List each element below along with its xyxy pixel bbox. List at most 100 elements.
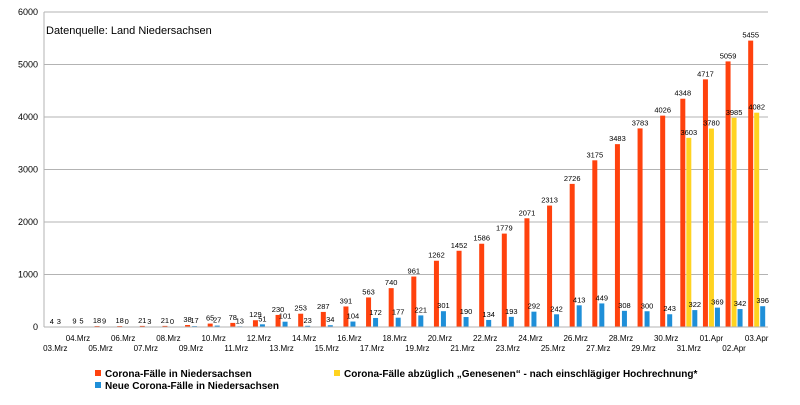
data-label-active: 4082	[748, 103, 765, 112]
x-tick-label: 28.Mrz	[609, 334, 633, 343]
x-tick-label: 13.Mrz	[269, 344, 293, 353]
bar-cases	[298, 314, 303, 327]
data-label-new: 9	[102, 317, 106, 326]
bar-new	[486, 320, 491, 327]
data-label-new: 190	[460, 307, 473, 316]
x-tick-label: 24.Mrz	[518, 334, 542, 343]
bar-new	[418, 315, 423, 327]
data-label-new: 242	[550, 304, 563, 313]
data-label-new: 221	[415, 305, 428, 314]
data-label-cases: 287	[317, 302, 330, 311]
bar-new	[692, 310, 697, 327]
bar-new	[599, 303, 604, 327]
x-tick-label: 04.Mrz	[66, 334, 90, 343]
bar-new	[283, 322, 288, 327]
data-label-cases: 4026	[654, 106, 671, 115]
x-tick-label: 19.Mrz	[405, 344, 429, 353]
bar-new	[531, 312, 536, 327]
bar-cases	[570, 184, 575, 327]
x-tick-label: 07.Mrz	[134, 344, 158, 353]
x-tick-label: 03.Mrz	[43, 344, 67, 353]
x-tick-label: 08.Mrz	[156, 334, 180, 343]
y-tick-label: 6000	[18, 7, 38, 17]
legend-swatch-new	[95, 382, 101, 388]
data-label-new: 23	[304, 316, 312, 325]
bar-cases	[748, 41, 753, 327]
source-note: Datenquelle: Land Niedersachsen	[46, 25, 212, 37]
bar-new	[667, 314, 672, 327]
bar-new	[350, 322, 355, 327]
data-label-new: 177	[392, 308, 405, 317]
y-tick-label: 0	[33, 322, 38, 332]
data-label-new: 104	[347, 312, 360, 321]
y-tick-label: 5000	[18, 60, 38, 70]
bar-new	[760, 306, 765, 327]
bar-cases	[321, 312, 326, 327]
data-label-new: 301	[437, 301, 450, 310]
data-label-new: 3	[57, 317, 61, 326]
bar-new	[738, 309, 743, 327]
bar-active	[754, 113, 759, 327]
data-label-cases: 1586	[473, 234, 490, 243]
x-tick-label: 11.Mrz	[224, 344, 248, 353]
data-label-cases: 21	[161, 316, 169, 325]
data-label-new: 17	[190, 316, 198, 325]
bar-new	[554, 314, 559, 327]
data-label-cases: 21	[138, 316, 146, 325]
data-label-active: 3603	[680, 128, 697, 137]
data-label-new: 51	[258, 314, 266, 323]
data-label-cases: 4	[50, 317, 54, 326]
data-label-new: 27	[213, 316, 221, 325]
data-label-active: 3780	[703, 119, 720, 128]
data-label-cases: 3783	[632, 118, 649, 127]
data-label-new: 243	[663, 304, 676, 313]
data-label-new: 413	[573, 295, 586, 304]
bar-new	[622, 311, 627, 327]
data-label-new: 0	[170, 317, 174, 326]
data-label-new: 193	[505, 307, 518, 316]
data-label-cases: 5455	[742, 31, 759, 40]
y-tick-label: 3000	[18, 165, 38, 175]
x-tick-label: 25.Mrz	[541, 344, 565, 353]
bar-cases	[703, 79, 708, 327]
x-tick-label: 21.Mrz	[450, 344, 474, 353]
data-label-new: 322	[689, 300, 702, 309]
x-tick-label: 12.Mrz	[247, 334, 271, 343]
data-label-new: 101	[279, 312, 292, 321]
x-tick-label: 26.Mrz	[563, 334, 587, 343]
legend-label-cases: Corona-Fälle in Niedersachsen	[105, 369, 252, 380]
x-tick-label: 14.Mrz	[292, 334, 316, 343]
legend-swatch-cases	[95, 370, 101, 376]
bar-new	[715, 308, 720, 327]
x-tick-label: 17.Mrz	[360, 344, 384, 353]
legend-item-new: Neue Corona-Fälle in Niedersachsen	[95, 381, 279, 392]
data-label-cases: 1779	[496, 224, 513, 233]
data-label-cases: 4717	[697, 69, 714, 78]
y-tick-label: 1000	[18, 270, 38, 280]
data-label-new: 13	[236, 316, 244, 325]
x-tick-label: 15.Mrz	[315, 344, 339, 353]
bar-cases	[253, 320, 258, 327]
x-tick-label: 05.Mrz	[88, 344, 112, 353]
data-label-cases: 18	[93, 316, 101, 325]
x-tick-label: 09.Mrz	[179, 344, 203, 353]
bar-new	[441, 311, 446, 327]
data-label-cases: 2726	[564, 174, 581, 183]
data-label-cases: 391	[340, 296, 353, 305]
data-label-cases: 1452	[451, 241, 468, 250]
bar-new	[577, 305, 582, 327]
legend-label-new: Neue Corona-Fälle in Niedersachsen	[105, 381, 279, 392]
bar-cases	[660, 116, 665, 327]
bar-new	[396, 318, 401, 327]
data-label-new: 396	[756, 296, 769, 305]
x-tick-label: 16.Mrz	[337, 334, 361, 343]
bar-new	[645, 311, 650, 327]
legend-label-active: Corona-Fälle abzüglich „Genesenen“ - nac…	[344, 369, 697, 380]
bar-cases	[638, 128, 643, 327]
data-label-new: 308	[618, 301, 631, 310]
bar-new	[373, 318, 378, 327]
data-label-cases: 5059	[720, 51, 737, 60]
data-label-cases: 2313	[541, 196, 558, 205]
